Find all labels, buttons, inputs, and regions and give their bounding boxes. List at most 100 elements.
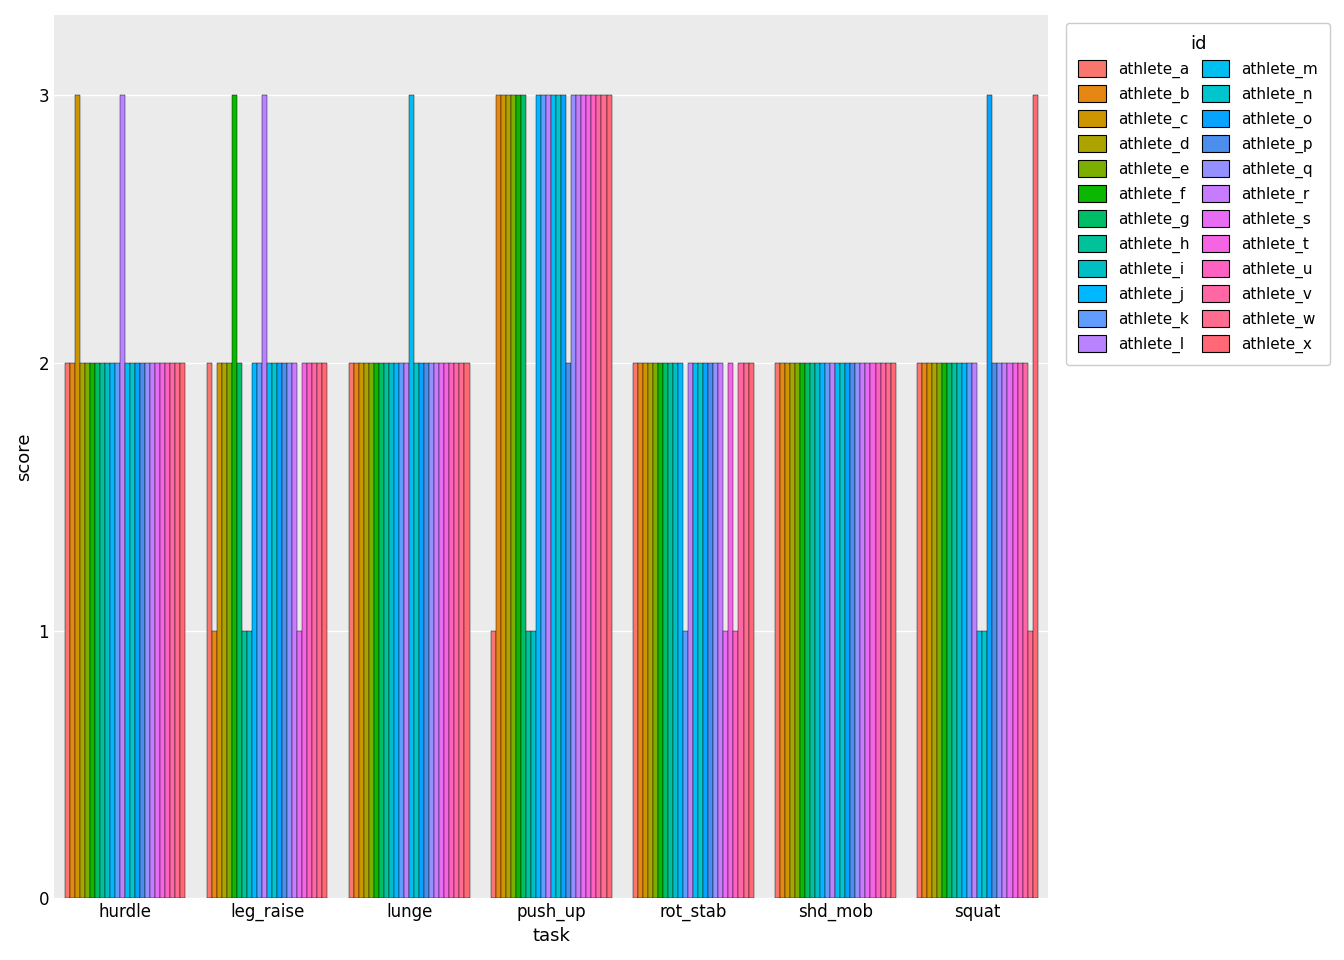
Bar	[875, 363, 880, 899]
Bar	[454, 363, 460, 899]
Bar	[460, 363, 465, 899]
Bar	[825, 363, 831, 899]
Bar	[222, 363, 227, 899]
Bar	[125, 363, 130, 899]
Bar	[728, 363, 734, 899]
Bar	[207, 363, 212, 899]
Bar	[602, 95, 606, 899]
Bar	[796, 363, 800, 899]
Bar	[409, 95, 414, 899]
Bar	[65, 363, 70, 899]
Bar	[880, 363, 886, 899]
Legend: athlete_a, athlete_b, athlete_c, athlete_d, athlete_e, athlete_f, athlete_g, ath: athlete_a, athlete_b, athlete_c, athlete…	[1066, 23, 1331, 365]
Bar	[694, 363, 699, 899]
Bar	[237, 363, 242, 899]
Bar	[145, 363, 151, 899]
Bar	[521, 95, 526, 899]
Bar	[775, 363, 780, 899]
Bar	[364, 363, 368, 899]
Bar	[257, 363, 262, 899]
Bar	[988, 95, 992, 899]
Bar	[688, 363, 694, 899]
Bar	[465, 363, 469, 899]
Bar	[997, 363, 1003, 899]
Bar	[140, 363, 145, 899]
Bar	[785, 363, 790, 899]
Bar	[871, 363, 875, 899]
Bar	[805, 363, 810, 899]
Bar	[323, 363, 328, 899]
Bar	[800, 363, 805, 899]
Bar	[1032, 95, 1038, 899]
Bar	[648, 363, 653, 899]
Bar	[931, 363, 937, 899]
Bar	[292, 363, 297, 899]
Bar	[526, 631, 531, 899]
Bar	[703, 363, 708, 899]
Bar	[90, 363, 95, 899]
Bar	[85, 363, 90, 899]
Bar	[855, 363, 860, 899]
Bar	[405, 363, 409, 899]
Bar	[394, 363, 399, 899]
Bar	[845, 363, 851, 899]
Bar	[368, 363, 374, 899]
Bar	[359, 363, 364, 899]
Bar	[1012, 363, 1017, 899]
Bar	[663, 363, 668, 899]
Bar	[171, 363, 175, 899]
Bar	[927, 363, 931, 899]
Bar	[562, 95, 566, 899]
Bar	[505, 95, 511, 899]
Bar	[399, 363, 405, 899]
Bar	[820, 363, 825, 899]
Bar	[434, 363, 439, 899]
Bar	[116, 363, 120, 899]
Bar	[586, 95, 591, 899]
Bar	[1028, 631, 1032, 899]
Bar	[1008, 363, 1012, 899]
Bar	[511, 95, 516, 899]
Bar	[571, 95, 577, 899]
Bar	[271, 363, 277, 899]
Bar	[982, 631, 988, 899]
Y-axis label: score: score	[15, 432, 34, 481]
Bar	[952, 363, 957, 899]
Bar	[723, 631, 728, 899]
Bar	[1023, 363, 1028, 899]
Bar	[175, 363, 180, 899]
Bar	[160, 363, 165, 899]
Bar	[790, 363, 796, 899]
Bar	[212, 631, 216, 899]
Bar	[165, 363, 171, 899]
Bar	[780, 363, 785, 899]
X-axis label: task: task	[532, 927, 570, 945]
Bar	[886, 363, 891, 899]
Bar	[75, 95, 79, 899]
Bar	[917, 363, 922, 899]
Bar	[659, 363, 663, 899]
Bar	[216, 363, 222, 899]
Bar	[419, 363, 425, 899]
Bar	[491, 631, 496, 899]
Bar	[582, 95, 586, 899]
Bar	[962, 363, 968, 899]
Bar	[449, 363, 454, 899]
Bar	[70, 363, 75, 899]
Bar	[151, 363, 156, 899]
Bar	[738, 363, 743, 899]
Bar	[673, 363, 679, 899]
Bar	[810, 363, 816, 899]
Bar	[156, 363, 160, 899]
Bar	[130, 363, 136, 899]
Bar	[516, 95, 521, 899]
Bar	[591, 95, 597, 899]
Bar	[699, 363, 703, 899]
Bar	[445, 363, 449, 899]
Bar	[551, 95, 556, 899]
Bar	[227, 363, 233, 899]
Bar	[977, 631, 982, 899]
Bar	[679, 363, 683, 899]
Bar	[866, 363, 871, 899]
Bar	[302, 363, 308, 899]
